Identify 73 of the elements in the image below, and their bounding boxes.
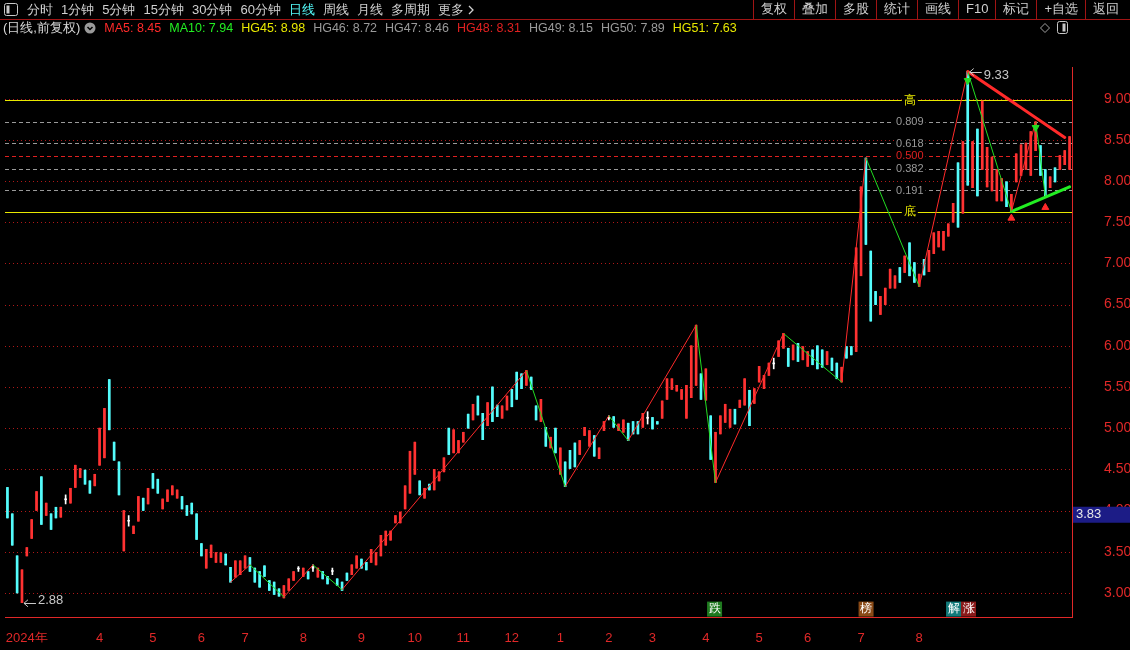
ref-line-label: 底 [903, 204, 916, 219]
x-tick-label: 7 [241, 629, 249, 645]
x-tick-label: 5 [149, 629, 157, 645]
y-tick-label: 6.00 [1104, 336, 1130, 353]
text: 9.33 [983, 67, 1010, 83]
y-tick-label: 8.50 [1104, 130, 1130, 147]
annotation: 涨 [962, 601, 975, 616]
annotation: 0.382 [896, 162, 924, 175]
text: +自选 [1036, 0, 1085, 19]
text: HG46: 8.72 [313, 20, 378, 35]
x-tick-label: 5 [755, 629, 763, 645]
text: 周线 [322, 0, 349, 19]
text: HG47: 8.46 [385, 20, 450, 35]
text: 叠加 [794, 0, 835, 19]
text: 统计 [876, 0, 917, 19]
y-tick-label: 4.50 [1104, 460, 1130, 477]
annotation: 0.618 [896, 136, 924, 149]
y-tick-label: 9.00 [1104, 89, 1130, 106]
annotation: 0.191 [896, 183, 924, 196]
text: HG50: 7.89 [600, 20, 665, 35]
text: 多周期 [390, 0, 430, 19]
x-tick-label: 4 [95, 629, 104, 645]
text: 画线 [917, 0, 958, 19]
annotation: 跌 [708, 601, 721, 616]
text: MA5: 8.45 [104, 20, 162, 35]
y-tick-label: 8.00 [1104, 171, 1130, 188]
text: 3.83 [1076, 506, 1102, 522]
text: 2.88 [37, 592, 64, 608]
chart-title: (日线,前复权) [3, 18, 81, 37]
x-tick-label: 10 [407, 629, 423, 645]
text: 日线 [288, 0, 315, 19]
x-tick-label: 4 [702, 629, 710, 645]
x-tick-label: 8 [299, 629, 307, 645]
x-tick-label: 6 [804, 629, 812, 645]
text: 30分钟 [191, 0, 233, 19]
y-tick-label: 3.00 [1104, 583, 1130, 600]
annotation: 解 [947, 601, 960, 616]
text: 多股 [835, 0, 876, 19]
x-tick-label: 3 [648, 629, 657, 645]
text: 5分钟 [102, 0, 136, 19]
text: 15分钟 [143, 0, 184, 19]
x-tick-label: 6 [197, 629, 206, 645]
ref-line-label: 高 [903, 93, 916, 108]
text: 1分钟 [61, 0, 95, 19]
x-tick-label: 7 [857, 629, 865, 645]
y-tick-label: 6.50 [1104, 295, 1130, 312]
text: HG48: 8.31 [457, 20, 521, 35]
annotation: 0.500 [896, 149, 924, 162]
y-tick-label: 5.50 [1104, 377, 1130, 394]
annotation: 榜 [860, 601, 873, 616]
text: 更多 [437, 0, 464, 19]
text: 60分钟 [240, 0, 281, 19]
text: HG45: 8.98 [241, 20, 306, 35]
text: 复权 [753, 0, 794, 19]
text: HG51: 7.63 [672, 20, 737, 35]
text: 月线 [356, 0, 383, 19]
y-tick-label: 7.00 [1104, 254, 1130, 271]
x-tick-label: 12 [504, 629, 520, 645]
text: F10 [958, 0, 996, 19]
x-tick-label: 9 [357, 629, 366, 645]
x-tick-label: 8 [915, 629, 923, 645]
text: MA10: 7.94 [169, 20, 234, 35]
y-tick-label: 7.50 [1104, 213, 1130, 230]
text: 分时 [27, 0, 53, 19]
text: 返回 [1085, 0, 1126, 19]
y-tick-label: 3.50 [1104, 542, 1130, 559]
text: 标记 [995, 0, 1037, 19]
annotation: 0.809 [896, 115, 924, 128]
x-tick-label: 1 [556, 629, 564, 645]
x-tick-label: 11 [456, 629, 471, 645]
x-tick-label: 2 [605, 629, 613, 645]
y-tick-label: 5.00 [1104, 419, 1130, 436]
text: HG49: 8.15 [528, 20, 593, 35]
